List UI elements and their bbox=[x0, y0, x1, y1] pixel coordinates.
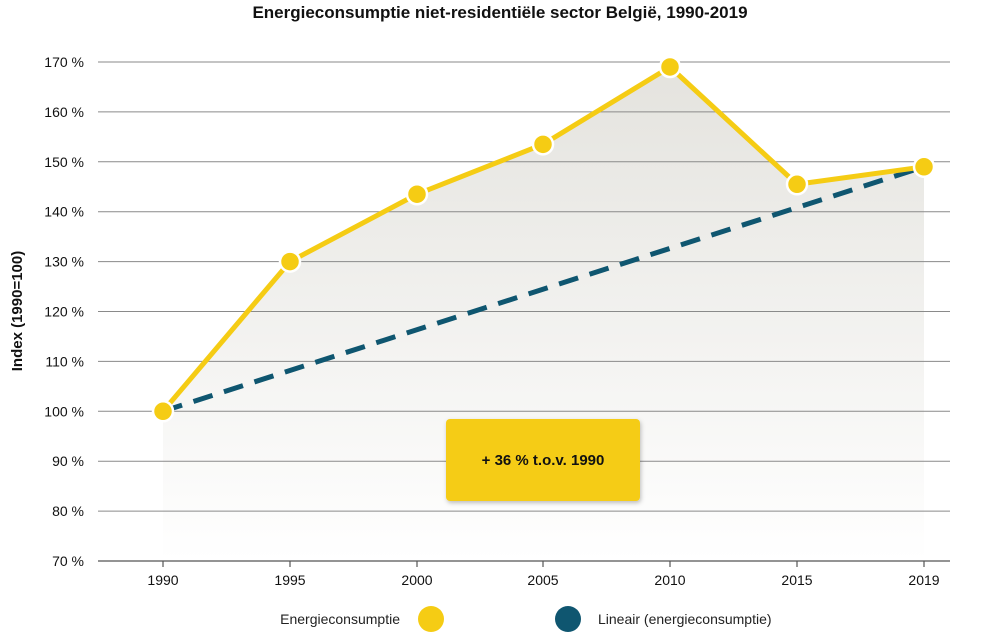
y-axis-label: Index (1990=100) bbox=[9, 251, 26, 372]
y-tick-label: 170 % bbox=[44, 54, 84, 70]
legend-marker-energieconsumptie bbox=[418, 606, 444, 632]
y-tick-label: 80 % bbox=[52, 503, 84, 519]
legend-label-energieconsumptie: Energieconsumptie bbox=[280, 611, 400, 627]
data-point bbox=[531, 133, 555, 156]
x-tick-label: 2010 bbox=[654, 572, 685, 588]
chart-title: Energieconsumptie niet-residentiële sect… bbox=[252, 3, 747, 22]
area-fill-layer bbox=[163, 66, 924, 562]
x-tick-label: 1995 bbox=[274, 572, 305, 588]
annotation-text: + 36 % t.o.v. 1990 bbox=[482, 452, 605, 469]
y-tick-label: 150 % bbox=[44, 154, 84, 170]
y-tick-label: 130 % bbox=[44, 254, 84, 270]
legend-label-lineair: Lineair (energieconsumptie) bbox=[598, 611, 772, 627]
data-point bbox=[658, 55, 682, 79]
annotation-box bbox=[446, 419, 640, 501]
y-axis-ticks: 70 % 80 % 90 % 100 % 110 % 120 % 130 % 140 % 150… bbox=[44, 54, 84, 569]
y-tick-label: 90 % bbox=[52, 453, 84, 469]
annotation-callout: + 36 % t.o.v. 1990 bbox=[446, 419, 640, 501]
data-point bbox=[405, 182, 429, 206]
trend-line bbox=[162, 164, 925, 414]
y-tick-label: 120 % bbox=[44, 304, 84, 320]
data-point bbox=[912, 155, 936, 179]
x-tick-label: 2019 bbox=[908, 572, 939, 588]
energy-markers bbox=[151, 55, 936, 423]
trend-series bbox=[162, 164, 925, 414]
y-tick-label: 70 % bbox=[52, 553, 84, 569]
y-tick-label: 160 % bbox=[44, 104, 84, 120]
data-point bbox=[278, 250, 302, 273]
area-fill bbox=[163, 66, 924, 562]
gridlines bbox=[98, 61, 950, 562]
y-tick-label: 140 % bbox=[44, 204, 84, 220]
data-point bbox=[151, 400, 175, 423]
x-tick-label: 1990 bbox=[147, 572, 178, 588]
legend: Energieconsumptie Lineair (energieconsum… bbox=[280, 606, 772, 632]
y-tick-label: 110 % bbox=[45, 353, 84, 369]
legend-marker-lineair bbox=[555, 606, 581, 632]
x-tick-label: 2015 bbox=[781, 572, 812, 588]
x-tick-label: 2005 bbox=[527, 572, 558, 588]
data-point bbox=[785, 173, 809, 196]
y-tick-label: 100 % bbox=[44, 403, 84, 419]
x-tick-label: 2000 bbox=[401, 572, 432, 588]
x-axis-ticks: 1990 1995 2000 2005 2010 2015 2019 bbox=[147, 561, 940, 588]
